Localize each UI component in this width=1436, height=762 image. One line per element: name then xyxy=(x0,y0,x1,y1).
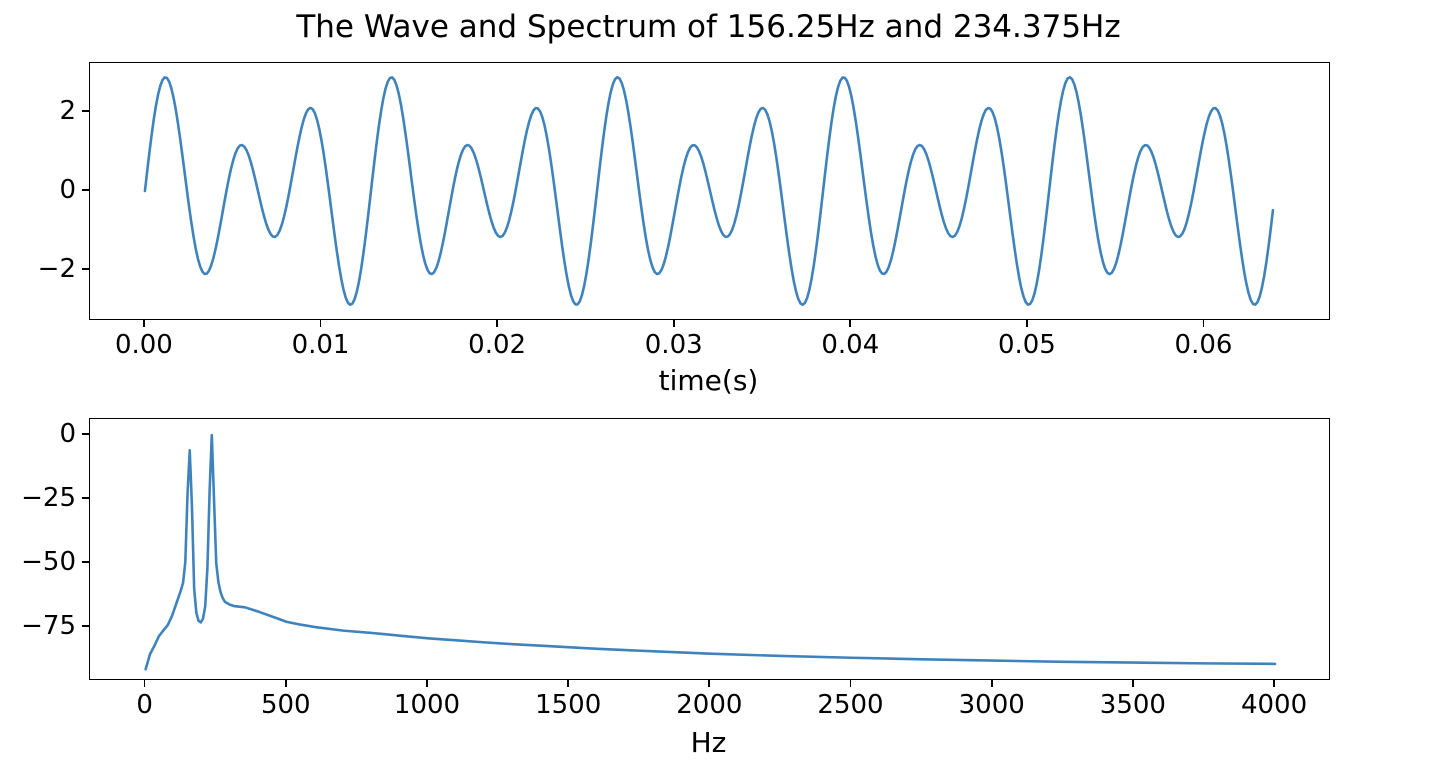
y-tick-label: −25 xyxy=(21,483,76,513)
wave-axes xyxy=(89,62,1330,320)
x-tick-mark xyxy=(319,319,322,327)
x-tick-label: 0.00 xyxy=(114,330,173,360)
spectrum-plot-area xyxy=(144,433,1277,671)
x-tick-label: 4000 xyxy=(1240,690,1308,720)
x-tick-mark xyxy=(672,319,675,327)
x-tick-mark xyxy=(567,679,569,687)
y-tick-label: 2 xyxy=(59,96,76,127)
x-tick-label: 2000 xyxy=(676,690,743,720)
y-tick-mark xyxy=(82,267,89,270)
x-tick-label: 0.03 xyxy=(644,330,703,360)
x-tick-label: 0 xyxy=(136,690,153,720)
y-tick-mark xyxy=(82,110,89,113)
y-tick-label: −2 xyxy=(37,253,76,284)
y-tick-label: 0 xyxy=(59,419,76,449)
x-tick-label: 1000 xyxy=(393,690,461,720)
x-tick-mark xyxy=(1132,679,1134,687)
spectrum-xaxis-label: Hz xyxy=(690,726,727,759)
y-tick-mark xyxy=(82,497,89,499)
x-tick-mark xyxy=(1202,319,1205,327)
x-tick-mark xyxy=(143,679,146,687)
wave-xaxis-label: time(s) xyxy=(658,364,759,397)
x-tick-label: 3500 xyxy=(1099,690,1166,720)
y-tick-label: −75 xyxy=(21,611,76,642)
y-tick-label: 0 xyxy=(59,175,76,205)
x-tick-label: 2500 xyxy=(817,690,884,720)
x-tick-label: 0.02 xyxy=(468,330,527,360)
y-tick-mark xyxy=(82,433,89,435)
x-tick-label: 0.01 xyxy=(291,330,350,360)
x-tick-mark xyxy=(1026,319,1028,327)
x-tick-mark xyxy=(849,319,852,327)
spectrum-axes xyxy=(89,418,1330,680)
x-tick-label: 500 xyxy=(260,690,311,720)
x-tick-mark xyxy=(708,679,711,687)
wave-line xyxy=(143,75,1275,307)
x-tick-mark xyxy=(1273,679,1275,687)
x-tick-mark xyxy=(426,679,428,687)
x-tick-mark xyxy=(990,679,993,687)
chart-title: The Wave and Spectrum of 156.25Hz and 23… xyxy=(296,9,1121,45)
x-tick-mark xyxy=(284,679,287,687)
x-tick-label: 0.05 xyxy=(997,330,1056,360)
x-tick-label: 0.04 xyxy=(821,330,880,360)
x-tick-label: 1500 xyxy=(535,690,602,720)
y-tick-label: −50 xyxy=(21,547,76,578)
spectrum-line xyxy=(144,433,1277,671)
y-tick-mark xyxy=(82,625,89,627)
y-tick-mark xyxy=(82,561,89,563)
x-tick-mark xyxy=(849,679,852,687)
y-tick-mark xyxy=(82,189,89,191)
wave-plot-area xyxy=(143,75,1275,307)
x-tick-label: 3000 xyxy=(958,690,1025,720)
x-tick-label: 0.06 xyxy=(1174,330,1233,360)
x-tick-mark xyxy=(496,319,498,327)
x-tick-mark xyxy=(143,319,145,327)
